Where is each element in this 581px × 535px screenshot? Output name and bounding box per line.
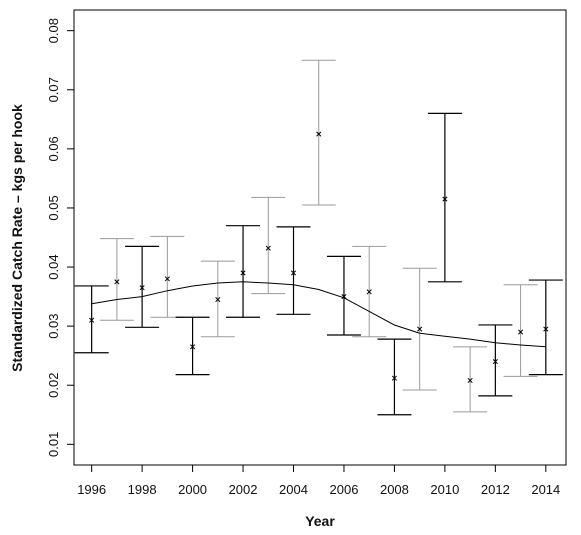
data-point	[240, 270, 246, 276]
x-tick-label: 2000	[178, 482, 207, 497]
data-point	[492, 359, 498, 365]
data-point	[215, 296, 221, 303]
y-tick-label: 0.01	[46, 432, 61, 457]
data-point-stroke	[442, 196, 448, 202]
x-tick-label: 2010	[430, 482, 459, 497]
data-point-stroke	[341, 294, 347, 300]
data-point-stroke	[492, 359, 498, 365]
data-point	[290, 270, 297, 276]
data-point-stroke	[89, 317, 95, 323]
data-point-stroke	[215, 296, 221, 303]
y-axis-title: Standardized Catch Rate – kgs per hook	[9, 104, 25, 372]
y-axis: 0.01 0.02 0.03 0.04 0.05 0.06 0.07 0.08	[46, 18, 74, 457]
data-point-stroke	[114, 279, 120, 285]
y-tick-label: 0.02	[46, 373, 61, 398]
x-tick-label: 2012	[481, 482, 510, 497]
data-point-stroke	[467, 377, 473, 384]
data-point	[366, 289, 372, 295]
data-point-stroke	[391, 375, 397, 381]
trend-line-path	[91, 281, 546, 348]
data-point	[190, 344, 196, 350]
data-point	[417, 326, 423, 332]
data-point	[518, 329, 524, 335]
data-point-stroke	[240, 270, 246, 276]
error-bars	[74, 59, 563, 416]
data-point	[391, 375, 397, 381]
y-tick-label: 0.04	[46, 254, 61, 279]
x-tick-label: 2002	[229, 482, 258, 497]
data-point-stroke	[139, 285, 145, 291]
data-point	[114, 279, 120, 285]
y-tick-label: 0.08	[46, 18, 61, 43]
data-point-stroke	[518, 329, 524, 335]
data-point	[89, 317, 95, 323]
x-tick-label: 2008	[380, 482, 409, 497]
data-point	[164, 276, 170, 282]
x-tick-label: 2004	[279, 482, 308, 497]
data-point-stroke	[164, 276, 170, 282]
data-points	[89, 131, 549, 384]
x-tick-label: 2006	[330, 482, 359, 497]
data-point-stroke	[316, 131, 322, 137]
data-point	[442, 196, 448, 202]
trend-line	[91, 281, 546, 348]
data-point	[265, 245, 271, 251]
data-point-stroke	[543, 326, 549, 332]
x-tick-label: 2014	[531, 482, 560, 497]
x-tick-label: 1998	[128, 482, 157, 497]
data-point-stroke	[290, 270, 297, 276]
data-point-stroke	[190, 344, 196, 350]
data-point	[341, 294, 347, 300]
data-point-stroke	[417, 326, 423, 332]
y-tick-label: 0.03	[46, 313, 61, 338]
data-point-stroke	[265, 245, 271, 251]
y-tick-label: 0.07	[46, 77, 61, 102]
data-point-stroke	[366, 289, 372, 295]
y-tick-label: 0.06	[46, 136, 61, 161]
data-point	[316, 131, 322, 137]
data-point	[543, 326, 549, 332]
data-point	[139, 285, 145, 291]
y-tick-label: 0.05	[46, 195, 61, 220]
x-tick-label: 1996	[77, 482, 106, 497]
x-axis-title: Year	[305, 513, 335, 529]
data-point	[467, 377, 473, 384]
plot-frame	[73, 9, 567, 466]
x-axis: 1996 1998 2000 2002 2004 2006 2008 2010 2012 2014	[77, 465, 560, 497]
